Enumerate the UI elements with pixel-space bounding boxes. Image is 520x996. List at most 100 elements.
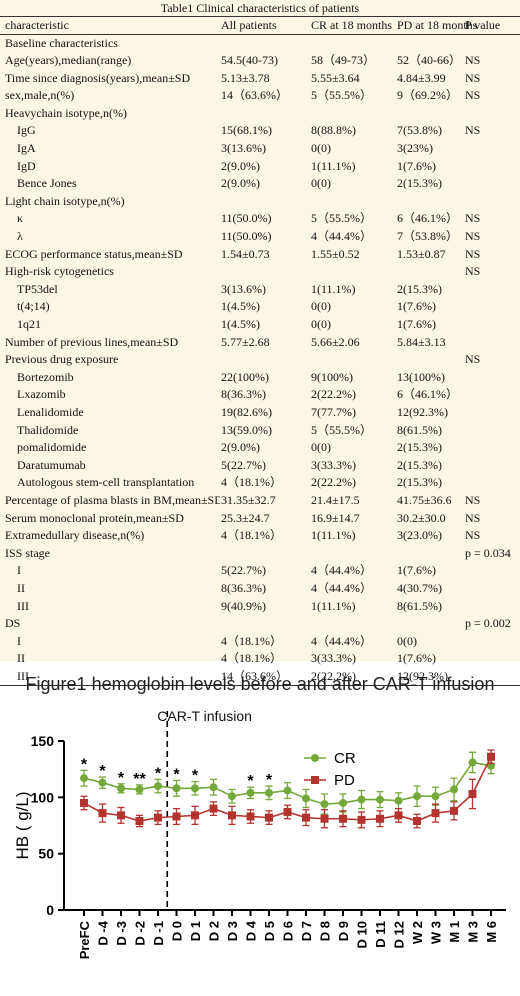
table-cell: 0(0) — [311, 141, 331, 156]
table-cell: 1.53±0.87 — [397, 246, 446, 261]
table-cell: Light chain isotype,n(%) — [5, 193, 125, 208]
data-point-pd — [413, 816, 421, 825]
table-cell: 6（46.1%） — [397, 211, 458, 226]
x-tick-label: D -4 — [96, 920, 111, 945]
table-caption: Table1 Clinical characteristics of patie… — [0, 0, 520, 17]
table-cell: 1(7.6%) — [397, 299, 436, 314]
table-cell: 5.55±3.64 — [311, 70, 360, 85]
table-cell: 1(7.6%) — [397, 563, 436, 578]
table-row: IgA 3(13.6%) 0(0) 3(23%) — [0, 140, 520, 158]
table-cell: 5（55.5%） — [311, 422, 372, 437]
table-row: Lxazomib 8(36.3%) 2(22.2%) 6（46.1%） — [0, 386, 520, 404]
data-point-pd — [487, 752, 495, 761]
table-cell: 2(22.2%) — [311, 668, 356, 683]
data-point-pd — [468, 789, 477, 798]
table-cell: 3(23%) — [397, 141, 433, 156]
table-cell: IgG — [17, 123, 36, 138]
data-point-cr — [80, 774, 88, 783]
table-cell: 4（18.1%） — [221, 651, 282, 666]
table-cell: Percentage of plasma blasts in BM,mean±S… — [5, 492, 220, 507]
legend-label-cr: CR — [334, 750, 356, 767]
table-cell: NS — [465, 53, 481, 68]
table-cell: ECOG performance status,mean±SD — [5, 246, 183, 261]
data-point-pd — [376, 814, 384, 823]
table-cell: I — [17, 633, 21, 648]
data-point-cr — [357, 795, 366, 804]
x-tick-label: D -2 — [133, 921, 148, 946]
table-cell: NS — [465, 88, 481, 103]
table-cell: 0(0) — [311, 176, 331, 191]
table-cell: NS — [465, 352, 481, 367]
table-cell: 3(13.6%) — [221, 141, 266, 156]
data-point-cr — [468, 758, 477, 767]
table-row: Thalidomide 13(59.0%) 5（55.5%） 8(61.5%) — [0, 422, 520, 440]
table-cell: κ — [17, 211, 24, 226]
table-row: Bence Jones 2(9.0%) 0(0) 2(15.3%) — [0, 175, 520, 193]
table-row: κ 11(50.0%) 5（55.5%） 6（46.1%） NS — [0, 210, 520, 228]
y-tick-label: 150 — [31, 733, 55, 749]
table-header-cell: All patients — [221, 18, 277, 32]
table-cell: 2(9.0%) — [221, 158, 260, 173]
table-cell: 5（55.5%） — [311, 88, 372, 103]
table-row: Previous drug exposure NS — [0, 351, 520, 369]
x-tick-label: M 1 — [447, 921, 462, 943]
clinical-characteristics-table: Table1 Clinical characteristics of patie… — [0, 0, 520, 687]
table-cell: ISS stage — [5, 545, 50, 560]
table-cell: 54.5(40-73) — [221, 53, 278, 68]
table-cell: 16.9±14.7 — [311, 510, 360, 525]
table-row: Serum monoclonal protein,mean±SD 25.3±24.… — [0, 510, 520, 528]
table-cell: 0(0) — [311, 299, 331, 314]
table-header-cell: CR at 18 months — [311, 18, 393, 32]
table-cell: 21.4±17.5 — [311, 492, 360, 507]
table-cell: Bortezomib — [17, 369, 74, 384]
table-cell: II — [17, 580, 25, 595]
table-row: ECOG performance status,mean±SD 1.54±0.73… — [0, 246, 520, 264]
data-point-cr — [339, 798, 347, 807]
significance-mark: * — [266, 772, 273, 789]
data-point-pd — [135, 816, 144, 825]
data-point-pd — [154, 813, 162, 822]
table-cell: 25.3±24.7 — [221, 510, 270, 525]
table-cell: 1(11.1%) — [311, 598, 356, 613]
table-header-cell: P value — [465, 18, 501, 32]
table-cell: NS — [465, 70, 481, 85]
table-cell: 1(7.6%) — [397, 651, 436, 666]
data-point-cr — [265, 788, 273, 797]
table-cell: 2(22.2%) — [311, 387, 356, 402]
table-cell: NS — [465, 492, 481, 507]
table-cell: Time since diagnosis(years),mean±SD — [5, 70, 191, 85]
data-point-pd — [450, 806, 458, 815]
table-cell: 5.84±3.13 — [397, 334, 446, 349]
table-row: Percentage of plasma blasts in BM,mean±S… — [0, 492, 520, 510]
x-tick-label: D 8 — [318, 921, 333, 941]
table-cell: NS — [465, 264, 481, 279]
data-point-cr — [283, 786, 292, 795]
table-cell: 11(50.0%) — [221, 229, 272, 244]
table-cell: λ — [17, 229, 23, 244]
data-point-cr — [320, 800, 329, 809]
table-row: pomalidomide 2(9.0%) 0(0) 2(15.3%) — [0, 439, 520, 457]
table-cell: p = 0.002 — [465, 616, 511, 631]
data-point-pd — [98, 809, 107, 818]
table-cell: 58（49-73） — [311, 53, 375, 68]
table-cell: Age(years),median(range) — [5, 53, 132, 68]
table-cell: IgD — [17, 158, 36, 173]
data-point-cr — [246, 788, 255, 797]
data-point-cr — [135, 785, 144, 794]
table-cell: 41.75±36.6 — [397, 492, 452, 507]
table-cell: IgA — [17, 141, 36, 156]
x-tick-label: M 6 — [484, 921, 499, 943]
table-row: Age(years),median(range) 54.5(40-73) 58（49… — [0, 52, 520, 70]
data-point-cr — [191, 784, 199, 793]
data-point-cr — [228, 792, 236, 801]
table-cell: DS — [5, 616, 21, 631]
table-cell: Extramedullary disease,n(%) — [5, 528, 145, 543]
table-cell: 5(22.7%) — [221, 563, 266, 578]
significance-mark: * — [192, 768, 199, 785]
table-cell: NS — [465, 246, 481, 261]
table-cell: 3(13.6%) — [221, 281, 266, 296]
table-cell: 1(11.1%) — [311, 281, 356, 296]
table-row: λ 11(50.0%) 4（44.4%） 7（53.8%） NS — [0, 228, 520, 246]
table-cell: I — [17, 563, 21, 578]
table-cell: 9(40.9%) — [221, 598, 266, 613]
